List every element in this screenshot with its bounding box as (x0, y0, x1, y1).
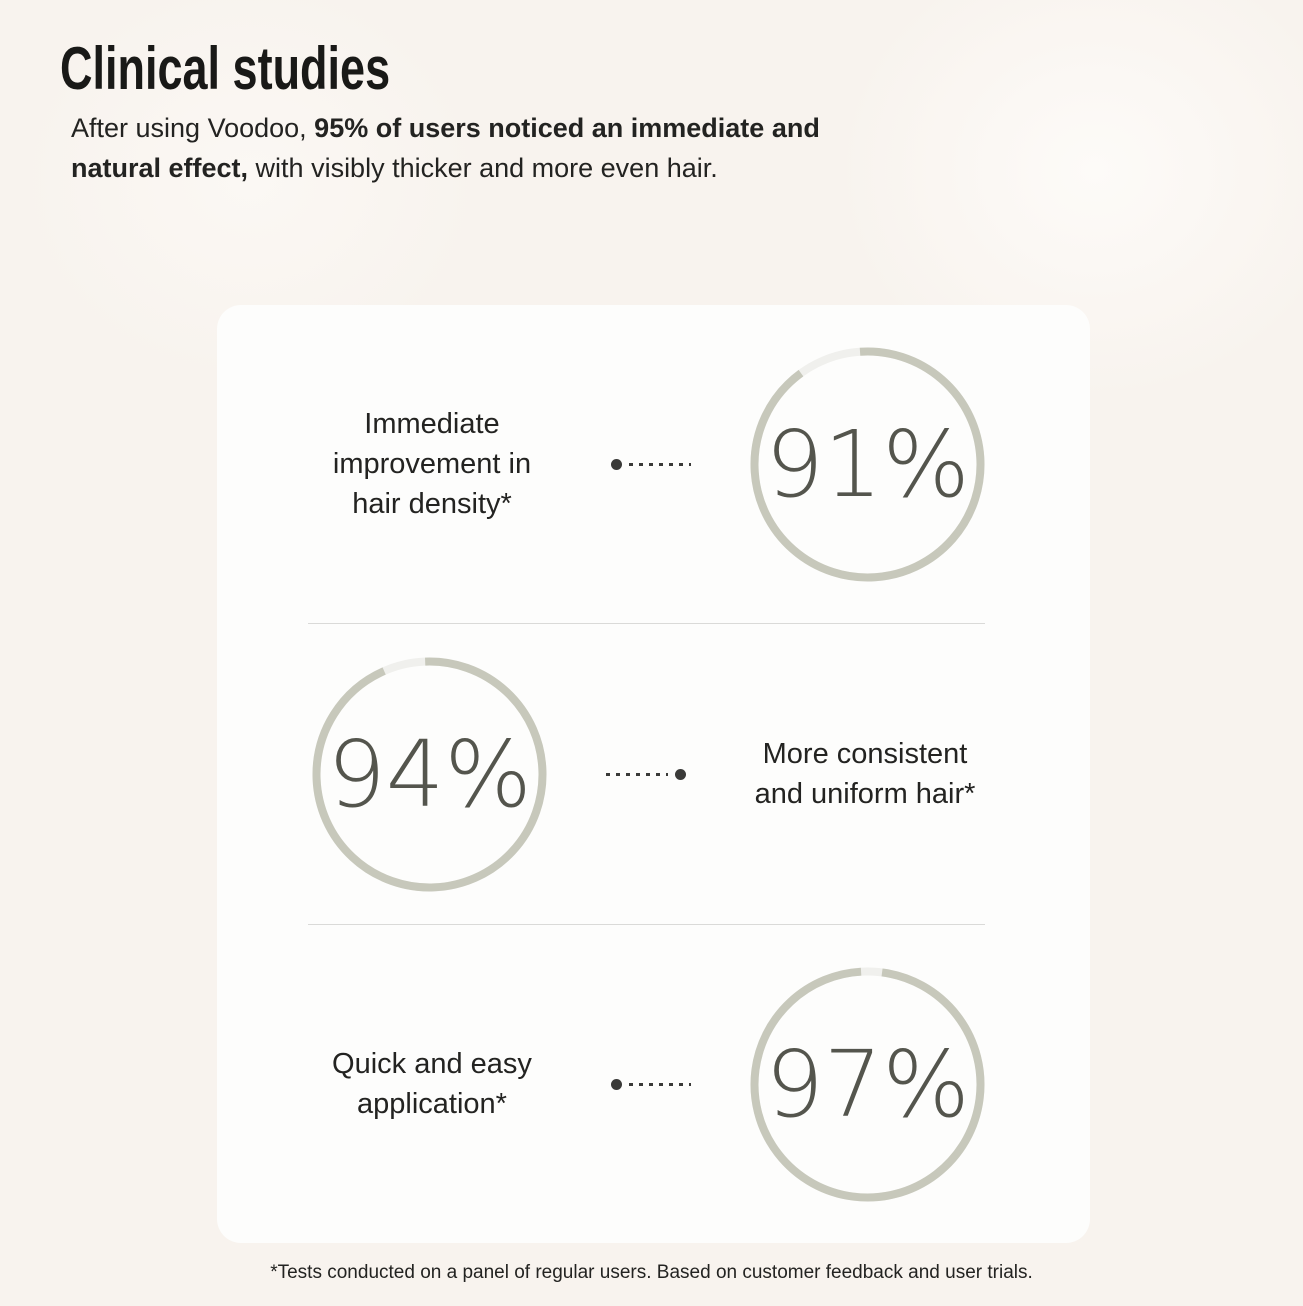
connector-dot-icon (675, 768, 686, 780)
progress-ring (750, 967, 985, 1201)
connector-dashes-icon (629, 462, 691, 466)
stat-value: 94% (327, 720, 532, 828)
dotted-connector (611, 1078, 691, 1090)
stats-card: Immediate improvement in hair density* 9… (217, 305, 1090, 1243)
intro-paragraph: After using Voodoo, 95% of users noticed… (71, 108, 871, 188)
dotted-connector (611, 458, 691, 470)
ring-progress (750, 347, 985, 581)
intro-text-bold: 95% of users noticed an immediate and na… (71, 113, 820, 183)
donut-chart: 91% (745, 342, 990, 587)
connector-dot-icon (611, 458, 622, 470)
dotted-connector (606, 768, 686, 780)
donut-chart: 94% (307, 652, 552, 897)
stat-row-uniform-hair: 94% More consistent and uniform hair* (217, 624, 1090, 924)
connector-dashes-icon (606, 772, 668, 776)
intro-text-start: After using Voodoo, (71, 113, 315, 143)
stat-value: 91% (765, 410, 970, 518)
page-title: Clinical studies (60, 35, 391, 102)
stat-row-hair-density: Immediate improvement in hair density* 9… (217, 305, 1090, 623)
row-divider (308, 623, 985, 624)
intro-text-end: with visibly thicker and more even hair. (248, 153, 718, 183)
stat-row-easy-application: Quick and easy application* 97% (217, 925, 1090, 1243)
connector-dashes-icon (629, 1082, 691, 1086)
stat-label: Quick and easy application* (332, 1048, 532, 1120)
donut-chart: 97% (745, 962, 990, 1207)
footnote: *Tests conducted on a panel of regular u… (270, 1262, 1033, 1283)
row-divider (308, 924, 985, 925)
progress-ring (312, 657, 547, 891)
connector-dot-icon (611, 1078, 622, 1090)
progress-ring (750, 347, 985, 581)
stat-label: More consistent and uniform hair* (754, 738, 976, 810)
stat-label: Immediate improvement in hair density* (332, 408, 532, 520)
stat-value: 97% (765, 1030, 970, 1138)
